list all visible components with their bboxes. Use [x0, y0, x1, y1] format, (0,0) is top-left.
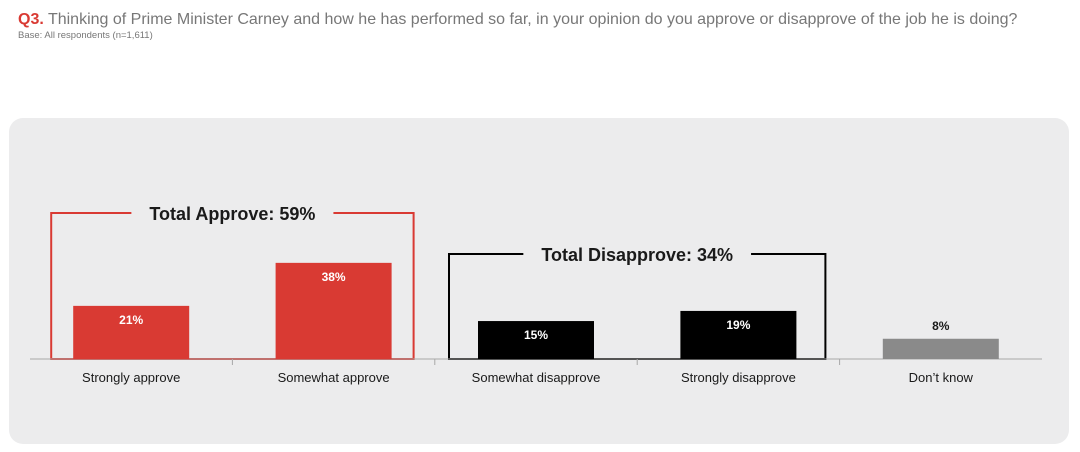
- bar-somewhat-approve: [275, 262, 392, 359]
- bar-value-label: 38%: [322, 270, 346, 284]
- question-title: Q3. Thinking of Prime Minister Carney an…: [18, 10, 1068, 29]
- chart-panel: [9, 118, 1069, 444]
- question-text: Thinking of Prime Minister Carney and ho…: [47, 11, 1018, 28]
- bar-don-t-know: [882, 338, 999, 359]
- bar-somewhat-disapprove: [478, 321, 594, 359]
- category-label: Strongly approve: [82, 370, 180, 385]
- bar-strongly-disapprove: [680, 310, 797, 359]
- group-label-approve: Total Approve: 59%: [149, 204, 315, 224]
- category-label: Strongly disapprove: [681, 370, 796, 385]
- category-label: Somewhat approve: [278, 370, 390, 385]
- question-number: Q3.: [18, 11, 44, 28]
- bar-value-label: 15%: [524, 328, 548, 342]
- base-note: Base: All respondents (n=1,611): [18, 30, 153, 41]
- bar-value-label: 21%: [119, 313, 143, 327]
- bar-value-label: 8%: [932, 319, 950, 333]
- group-label-disapprove: Total Disapprove: 34%: [541, 245, 733, 265]
- category-label: Somewhat disapprove: [472, 370, 601, 385]
- category-label: Don’t know: [909, 370, 974, 385]
- bar-strongly-approve: [73, 305, 190, 359]
- bar-value-label: 19%: [726, 318, 750, 332]
- chart-header: Q3. Thinking of Prime Minister Carney an…: [18, 10, 1068, 41]
